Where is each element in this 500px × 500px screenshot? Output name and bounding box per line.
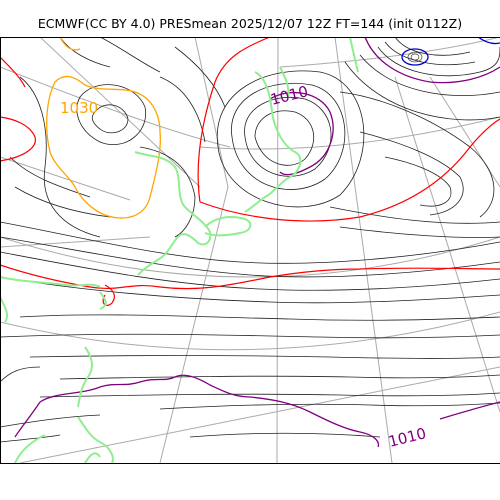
- latitude-circle: [0, 66, 231, 148]
- latitude-circle: [0, 236, 500, 278]
- coastline: [0, 37, 359, 463]
- meridian-line: [334, 37, 393, 463]
- latitude-circle: [279, 37, 500, 68]
- isobar-1020: [0, 37, 500, 307]
- meridian-line: [0, 236, 151, 248]
- deep-low-center: [401, 37, 500, 66]
- isobar-1010: [14, 37, 500, 448]
- meridian-line: [394, 76, 500, 413]
- latitude-circle: [199, 116, 500, 150]
- latitude-circle: [0, 311, 500, 351]
- graticule: [0, 37, 500, 463]
- chart-title: ECMWF(CC BY 4.0) PRESmean 2025/12/07 12Z…: [37, 16, 463, 31]
- deep-low-inner-rings: [407, 51, 423, 63]
- meridian-line: [159, 37, 229, 463]
- latitude-circle: [19, 366, 500, 463]
- label-1010-south: 1010: [387, 424, 428, 451]
- isobars: [0, 37, 500, 443]
- label-1010-north: 1010: [269, 82, 310, 109]
- pressure-map: 1030 1010 1010: [0, 37, 500, 463]
- meridian-line: [276, 37, 279, 463]
- meridian-line: [0, 156, 131, 201]
- label-1030: 1030: [60, 99, 98, 117]
- meridian-line: [39, 37, 201, 188]
- isobar-1030: [46, 37, 161, 219]
